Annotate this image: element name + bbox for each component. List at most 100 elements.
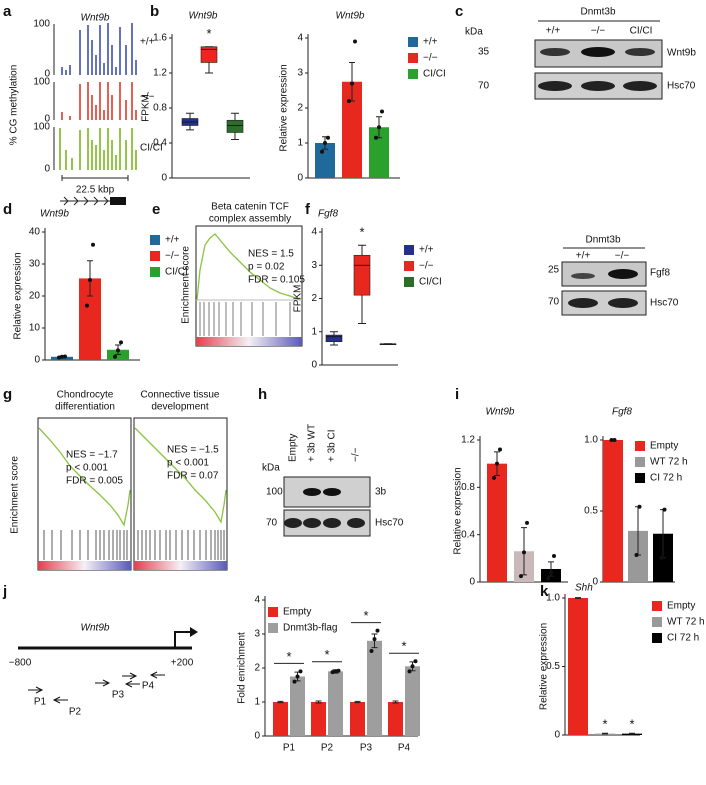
legend-swatch [268,607,278,617]
legend-swatch [652,601,662,611]
primer-label: P1 [34,697,47,708]
data-point [375,628,380,633]
error-bar [575,597,581,599]
y-tick-label: 0 [34,355,40,366]
data-point [85,303,89,308]
track [59,128,137,170]
western-blot: Empty + 3b WT + 3b CI −/− kDa 100 70 3b … [262,424,404,537]
legend-label: +/+ [419,245,434,256]
legend-label: −/− [165,251,180,262]
es-curve [134,427,227,524]
y-tick-label: 1.0 [546,593,560,604]
data-point [292,679,297,684]
y-tick-label: 10 [29,323,41,334]
bar [342,81,362,178]
methylation-panel: Wnt9b % CG methylation 100 0 100 0 100 0… [9,13,163,206]
error-bar [392,700,399,704]
scale-bar [61,175,129,181]
stat: FDR = 0.105 [248,275,305,286]
band [608,269,638,279]
lane-label: +/+ [576,251,591,262]
legend-swatch [404,261,414,271]
band-label: Hsc70 [667,81,696,92]
western-blot: Dnmt3b +/+ −/− 25 70 Fgf8 Hsc70 [548,235,679,316]
marker: 35 [478,47,490,58]
bar [388,702,403,736]
y-tick-label: 2 [311,293,317,304]
data-point [320,149,324,154]
marker: 70 [478,81,490,92]
lane-label: −/− [615,251,630,262]
marker: 70 [548,297,560,308]
y-tick-label: 4 [254,595,260,606]
y-tick-label: 1.6 [153,33,167,44]
legend-swatch [404,245,414,255]
band [538,81,572,91]
y-tick-label: 2 [254,663,260,674]
x-tick-label: P1 [283,743,296,754]
data-point [372,637,377,642]
chart-title: Wnt9b [486,407,515,418]
barcode [199,302,291,336]
data-point [662,507,667,512]
blot-header: Dnmt3b [580,7,615,18]
y-label: % CG methylation [9,65,20,146]
significance: * [324,647,329,662]
bar [405,666,420,736]
legend-label: Empty [650,441,678,452]
data-point [60,354,64,359]
bar [603,440,623,582]
data-point [552,553,556,558]
legend-label: −/− [423,53,438,64]
tss-arrow [190,627,198,637]
legend-swatch [150,251,160,261]
error-bar [629,732,635,735]
bar [369,127,389,178]
data-point [612,438,617,442]
y-tick-label: 0 [554,730,560,741]
y-label: Relative expression [453,467,464,554]
data-point [336,668,341,673]
panel-label: h [258,386,267,403]
data-point [609,438,614,442]
band [623,81,657,91]
significance: * [602,717,607,732]
panel-label: e [152,201,160,218]
band [323,518,341,528]
legend-label: CI/CI [165,267,188,278]
y-tick-label: 0.5 [546,661,560,672]
stat: p = 0.02 [248,262,285,273]
blot-header: Dnmt3b [585,235,620,246]
y-tick-label: 4 [311,227,317,238]
es-curve [38,427,131,527]
gene-model [60,196,126,206]
y-tick-label: 0.8 [461,482,475,493]
band [625,48,655,56]
data-point [88,278,92,282]
data-point [295,674,300,679]
rank-bar [196,337,302,346]
legend-label: Dnmt3b-flag [283,623,337,634]
y-label: Fold enrichment [237,632,248,704]
y-label: Relative expression [539,623,550,710]
unit: kDa [262,463,280,474]
primer-label: P3 [112,690,125,701]
data-point [374,135,378,140]
chart-title: Wnt9b [189,11,218,22]
panel-label: g [3,386,12,403]
y-tick-label: 0 [592,577,598,588]
legend-swatch [408,69,418,79]
unit: kDa [465,27,483,38]
tick-label: 0 [44,69,50,80]
error-bar [602,732,608,735]
significance: * [401,639,406,654]
band [303,518,321,528]
data-point [377,125,381,130]
band [303,488,321,496]
data-point [298,669,303,674]
bar [350,702,365,736]
y-tick-label: 1 [311,326,317,337]
y-tick-label: 0 [161,173,167,184]
bar [367,640,382,736]
stat: p < 0.001 [167,458,209,469]
